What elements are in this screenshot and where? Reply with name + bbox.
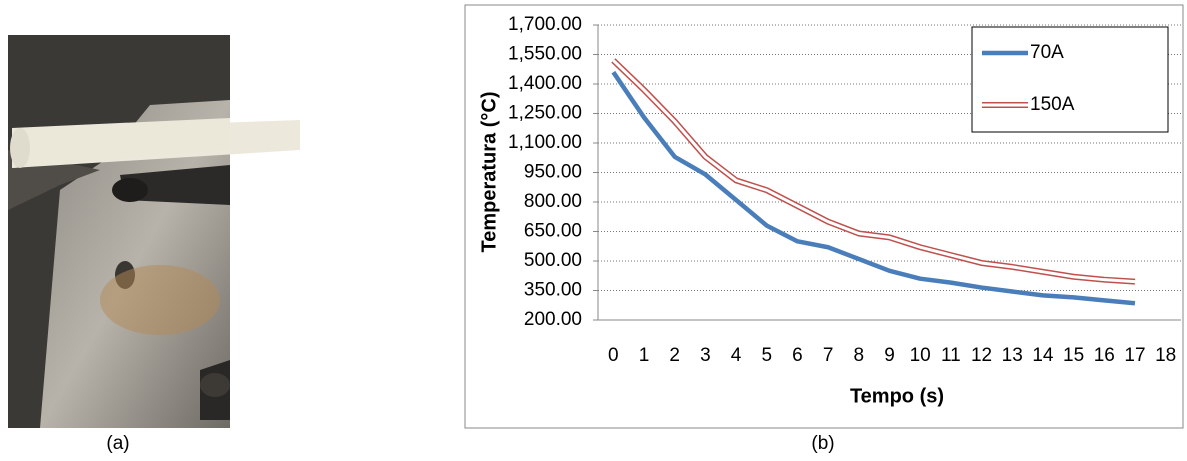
x-tick-label: 1 xyxy=(639,345,650,366)
x-tick-label: 13 xyxy=(1002,345,1023,366)
x-tick-label: 12 xyxy=(971,345,992,366)
x-axis-label: Tempo (s) xyxy=(850,385,944,407)
x-tick-label: 10 xyxy=(910,345,931,366)
x-tick-label: 6 xyxy=(792,345,803,366)
x-tick-label: 11 xyxy=(941,345,961,366)
figure: Temperatura (°C) Tempo (s) (a) (b) 200.0… xyxy=(0,0,1187,456)
x-tick-label: 0 xyxy=(608,345,619,366)
legend-box xyxy=(972,27,1168,132)
caption: (b) xyxy=(811,433,834,454)
y-tick-label: 1,100.00 xyxy=(508,132,582,153)
y-tick-label: 1,700.00 xyxy=(508,14,582,35)
y-tick-label: 1,400.00 xyxy=(508,73,582,94)
y-tick-label: 1,250.00 xyxy=(508,103,582,124)
photo xyxy=(8,35,300,428)
legend-label: 70A xyxy=(1030,42,1064,63)
x-tick-label: 18 xyxy=(1155,345,1176,366)
x-tick-label: 16 xyxy=(1094,345,1115,366)
x-tick-label: 17 xyxy=(1124,345,1145,366)
x-tick-label: 4 xyxy=(731,345,742,366)
x-tick-label: 15 xyxy=(1063,345,1084,366)
y-tick-label: 650.00 xyxy=(524,221,582,242)
x-tick-label: 3 xyxy=(700,345,711,366)
y-tick-label: 800.00 xyxy=(524,191,582,212)
x-tick-label: 2 xyxy=(669,345,680,366)
y-tick-label: 1,550.00 xyxy=(508,44,582,65)
y-axis-label: Temperatura (°C) xyxy=(478,92,500,253)
x-tick-label: 8 xyxy=(854,345,865,366)
y-tick-label: 950.00 xyxy=(524,162,582,183)
x-tick-label: 9 xyxy=(884,345,895,366)
caption: (a) xyxy=(106,433,129,454)
x-tick-label: 5 xyxy=(761,345,772,366)
y-tick-label: 500.00 xyxy=(524,250,582,271)
x-tick-label: 7 xyxy=(823,345,834,366)
page: Temperatura (°C) Tempo (s) (a) (b) 200.0… xyxy=(0,0,1187,461)
y-tick-label: 350.00 xyxy=(524,280,582,301)
legend-label: 150A xyxy=(1030,94,1075,115)
x-tick-label: 14 xyxy=(1032,345,1054,366)
y-tick-label: 200.00 xyxy=(524,309,582,330)
